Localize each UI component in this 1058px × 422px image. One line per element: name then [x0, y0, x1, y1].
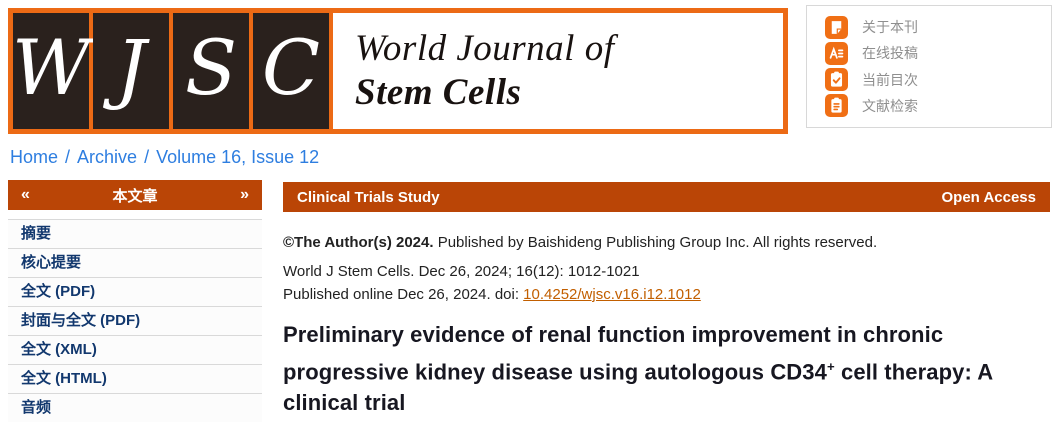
online-submission-icon: [825, 41, 848, 65]
journal-name: World Journal of Stem Cells: [333, 13, 783, 129]
article-title-text-end: cell therapy: A clinical trial: [283, 358, 993, 416]
sidebar-item-full-text-html[interactable]: 全文 (HTML): [8, 364, 262, 393]
quick-menu: 关于本刊 在线投稿 当前目次 文献检索: [806, 5, 1052, 128]
breadcrumb: Home / Archive / Volume 16, Issue 12: [10, 147, 319, 168]
menu-item-label: 文献检索: [862, 97, 918, 114]
sidebar-header-title: 本文章: [112, 187, 158, 205]
logo-letter-w: W: [12, 13, 90, 129]
citation-block: World J Stem Cells. Dec 26, 2024; 16(12)…: [283, 260, 1050, 306]
menu-item-about-journal[interactable]: 关于本刊: [825, 15, 1051, 39]
literature-search-icon: [825, 94, 848, 118]
sidebar-item-abstract[interactable]: 摘要: [8, 219, 262, 248]
sidebar-item-full-text-xml[interactable]: 全文 (XML): [8, 335, 262, 364]
journal-name-line1: World Journal of: [355, 27, 615, 69]
menu-item-label: 关于本刊: [862, 19, 918, 36]
copyright-authors: ©The Author(s) 2024.: [283, 234, 434, 251]
copyright-publisher: Published by Baishideng Publishing Group…: [433, 234, 878, 251]
published-line: Published online Dec 26, 2024. doi: 10.4…: [283, 283, 1050, 306]
article-main: Clinical Trials Study Open Access ©The A…: [283, 182, 1050, 419]
menu-item-literature-search[interactable]: 文献检索: [825, 94, 1051, 118]
article-title-text: Preliminary evidence of renal function i…: [283, 322, 944, 384]
journal-logo[interactable]: W J S C World Journal of Stem Cells: [8, 8, 788, 134]
logo-letter-s: S: [173, 13, 249, 129]
breadcrumb-separator: /: [144, 147, 150, 167]
menu-item-current-issue[interactable]: 当前目次: [825, 68, 1051, 92]
logo-letter-j: J: [93, 13, 169, 129]
copyright-line: ©The Author(s) 2024. Published by Baishi…: [283, 234, 1050, 251]
sidebar-item-cover-full-text-pdf[interactable]: 封面与全文 (PDF): [8, 306, 262, 335]
menu-item-label: 当前目次: [862, 71, 918, 88]
article-category-bar: Clinical Trials Study Open Access: [283, 182, 1050, 212]
article-type-label: Clinical Trials Study: [297, 188, 440, 206]
breadcrumb-link-volume-issue[interactable]: Volume 16, Issue 12: [156, 147, 320, 167]
breadcrumb-link-archive[interactable]: Archive: [77, 147, 138, 167]
next-article-button[interactable]: »: [240, 186, 249, 203]
article-sidebar: « 本文章 » 摘要 核心提要 全文 (PDF) 封面与全文 (PDF) 全文 …: [8, 180, 262, 422]
doi-link[interactable]: 10.4252/wjsc.v16.i12.1012: [523, 286, 701, 303]
breadcrumb-separator: /: [65, 147, 71, 167]
sidebar-item-full-text-pdf[interactable]: 全文 (PDF): [8, 277, 262, 306]
citation-line: World J Stem Cells. Dec 26, 2024; 16(12)…: [283, 263, 640, 280]
menu-item-online-submission[interactable]: 在线投稿: [825, 41, 1051, 65]
sidebar-list: 摘要 核心提要 全文 (PDF) 封面与全文 (PDF) 全文 (XML) 全文…: [8, 219, 262, 422]
sidebar-item-audio[interactable]: 音频: [8, 393, 262, 422]
sidebar-item-core-tip[interactable]: 核心提要: [8, 248, 262, 277]
sidebar-header: « 本文章 »: [8, 180, 262, 210]
logo-letter-c: C: [253, 13, 329, 129]
menu-item-label: 在线投稿: [862, 45, 918, 62]
about-journal-icon: [825, 15, 848, 39]
published-prefix: Published online Dec 26, 2024. doi:: [283, 286, 524, 303]
breadcrumb-link-home[interactable]: Home: [10, 147, 59, 167]
current-issue-icon: [825, 68, 848, 92]
open-access-badge: Open Access: [941, 188, 1037, 206]
article-title: Preliminary evidence of renal function i…: [283, 319, 1050, 419]
prev-article-button[interactable]: «: [21, 186, 30, 203]
article-title-superscript: +: [826, 358, 835, 374]
journal-name-line2: Stem Cells: [355, 72, 522, 113]
